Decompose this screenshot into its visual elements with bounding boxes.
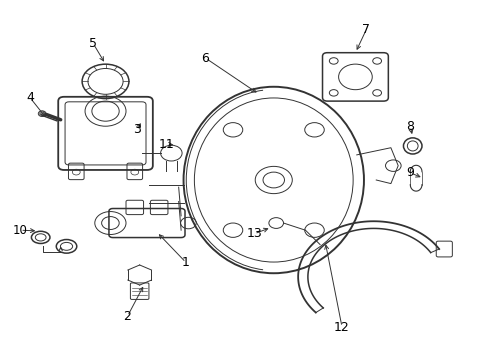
Text: 5: 5 <box>89 37 97 50</box>
Text: 12: 12 <box>333 320 349 333</box>
Text: 10: 10 <box>13 224 28 237</box>
Text: 1: 1 <box>182 256 189 269</box>
Circle shape <box>38 111 46 117</box>
Text: 2: 2 <box>123 310 131 323</box>
Text: 7: 7 <box>362 23 369 36</box>
Text: 11: 11 <box>158 138 174 150</box>
Text: 8: 8 <box>406 120 413 133</box>
Text: 13: 13 <box>246 227 262 240</box>
Text: 3: 3 <box>133 123 141 136</box>
Text: 9: 9 <box>406 166 413 179</box>
Text: 6: 6 <box>201 51 209 64</box>
Text: 4: 4 <box>26 91 34 104</box>
